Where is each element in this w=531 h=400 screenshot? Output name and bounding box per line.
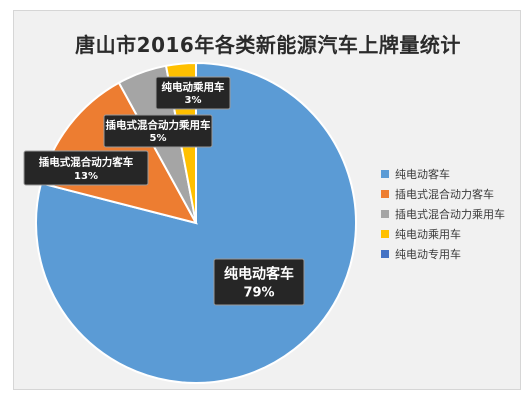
legend-label-4: 纯电动专用车 [395, 247, 461, 261]
chart-title: 唐山市2016年各类新能源汽车上牌量统计 [75, 33, 461, 57]
callout-name-3: 纯电动乘用车 [162, 80, 225, 93]
callout-name-1: 插电式混合动力客车 [39, 155, 134, 168]
legend-item-1: 插电式混合动力客车 [381, 187, 494, 201]
legend-item-3: 纯电动乘用车 [381, 227, 461, 241]
legend-swatch-4 [381, 250, 389, 258]
legend-swatch-0 [381, 170, 389, 178]
callout-value-2: 5% [150, 133, 167, 144]
legend-label-1: 插电式混合动力客车 [395, 187, 494, 201]
legend-label-2: 插电式混合动力乘用车 [395, 207, 505, 221]
legend-item-2: 插电式混合动力乘用车 [381, 207, 505, 221]
callout-value-0: 79% [243, 286, 274, 301]
callout-2: 插电式混合动力乘用车 5% [103, 114, 213, 148]
legend-item-4: 纯电动专用车 [381, 247, 461, 261]
legend-label-0: 纯电动客车 [395, 167, 450, 181]
pie-slices [35, 61, 358, 384]
callout-value-1: 13% [74, 171, 98, 182]
legend-label-3: 纯电动乘用车 [395, 227, 461, 241]
legend-swatch-3 [381, 230, 389, 238]
callout-name-0: 纯电动客车 [224, 265, 294, 282]
chart-frame: 唐山市2016年各类新能源汽车上牌量统计 纯电动客车 79% 插电式混合动力客车 13… [13, 10, 521, 390]
callout-0: 纯电动客车 79% [213, 258, 305, 306]
legend-swatch-2 [381, 210, 389, 218]
callout-value-3: 3% [185, 95, 202, 106]
callout-3: 纯电动乘用车 3% [155, 76, 231, 110]
pie-chart: 纯电动客车 79% 插电式混合动力客车 13% 插电式混合动力乘用车 5% 纯电动乘用车 3%… [23, 61, 505, 384]
legend-item-0: 纯电动客车 [381, 167, 450, 181]
callout-name-2: 插电式混合动力乘用车 [106, 118, 211, 131]
data-label-callouts: 纯电动客车 79% 插电式混合动力客车 13% 插电式混合动力乘用车 5% 纯电动乘用车 3% [23, 76, 305, 306]
callout-1: 插电式混合动力客车 13% [23, 150, 149, 186]
legend-swatch-1 [381, 190, 389, 198]
